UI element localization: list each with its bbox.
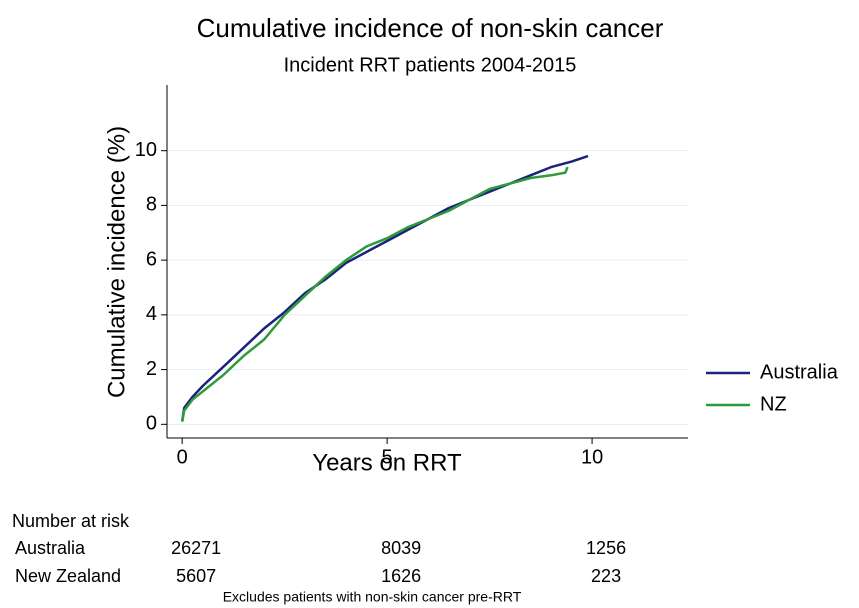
y-tick-label: 8 <box>146 194 157 216</box>
risk-row-label: New Zealand <box>15 566 121 586</box>
y-axis-title: Cumulative incidence (%) <box>103 126 130 398</box>
footnote: Excludes patients with non-skin cancer p… <box>223 589 522 605</box>
legend-label: Australia <box>760 361 839 383</box>
risk-count: 1626 <box>381 566 421 586</box>
y-tick-label: 4 <box>146 303 157 325</box>
risk-count: 223 <box>591 566 621 586</box>
risk-table-title: Number at risk <box>12 511 130 531</box>
y-tick-label: 10 <box>135 139 157 161</box>
line-series <box>180 166 569 422</box>
risk-count: 8039 <box>381 538 421 558</box>
risk-count: 1256 <box>586 538 626 558</box>
x-tick-label: 0 <box>177 446 188 468</box>
y-tick-label: 0 <box>146 413 157 435</box>
chart-title: Cumulative incidence of non-skin cancer <box>197 13 664 43</box>
x-axis-title: Years on RRT <box>312 449 462 476</box>
x-tick-label: 10 <box>581 446 603 468</box>
risk-count: 26271 <box>171 538 221 558</box>
x-tick-label: 5 <box>382 446 393 468</box>
chart-subtitle: Incident RRT patients 2004-2015 <box>284 54 577 76</box>
y-tick-label: 2 <box>146 358 157 380</box>
risk-row-label: Australia <box>15 538 86 558</box>
y-tick-label: 6 <box>146 248 157 270</box>
risk-count: 5607 <box>176 566 216 586</box>
legend-label: NZ <box>760 393 787 415</box>
